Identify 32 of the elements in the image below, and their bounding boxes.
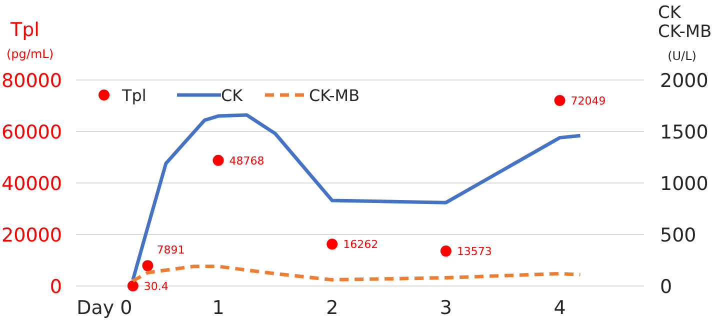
x-tick-label: Day 0 [76, 297, 132, 319]
y2-tick-label: 0 [660, 276, 672, 298]
data-label: 30.4 [144, 280, 168, 293]
y-tick-label: 60000 [2, 122, 62, 144]
y-axis-title: Tpl (pg/mL) [6, 19, 54, 61]
data-label: 16262 [343, 238, 378, 252]
y-tick-label: 0 [50, 276, 62, 298]
x-tick-label: 1 [212, 297, 224, 319]
data-label: 72049 [570, 94, 606, 108]
y2-axis-title: CK CK-MB (U/L) [658, 3, 712, 63]
x-tick-label: 2 [326, 297, 338, 319]
data-label: 13573 [456, 245, 492, 258]
point [127, 280, 138, 292]
y2-tick-label: 1000 [660, 173, 708, 195]
y-tick-label: 40000 [2, 173, 62, 195]
data-label: 48768 [229, 154, 264, 168]
point [212, 154, 224, 166]
legend-label: CK-MB [309, 86, 360, 105]
y2-tick-label: 500 [660, 224, 696, 246]
point [326, 238, 338, 250]
y-tick-label: 80000 [2, 70, 62, 92]
x-tick-label: 3 [440, 297, 452, 319]
x-tick-label: 4 [554, 297, 566, 319]
point [440, 246, 452, 257]
point [142, 260, 154, 272]
y-tick-label: 20000 [2, 224, 62, 246]
y2-tick-label: 2000 [660, 70, 708, 92]
legend-label: CK [221, 86, 244, 105]
legend-label: Tpl [121, 86, 146, 105]
point [554, 94, 566, 106]
y2-tick-label: 1500 [660, 122, 708, 144]
data-label: 7891 [156, 244, 185, 257]
